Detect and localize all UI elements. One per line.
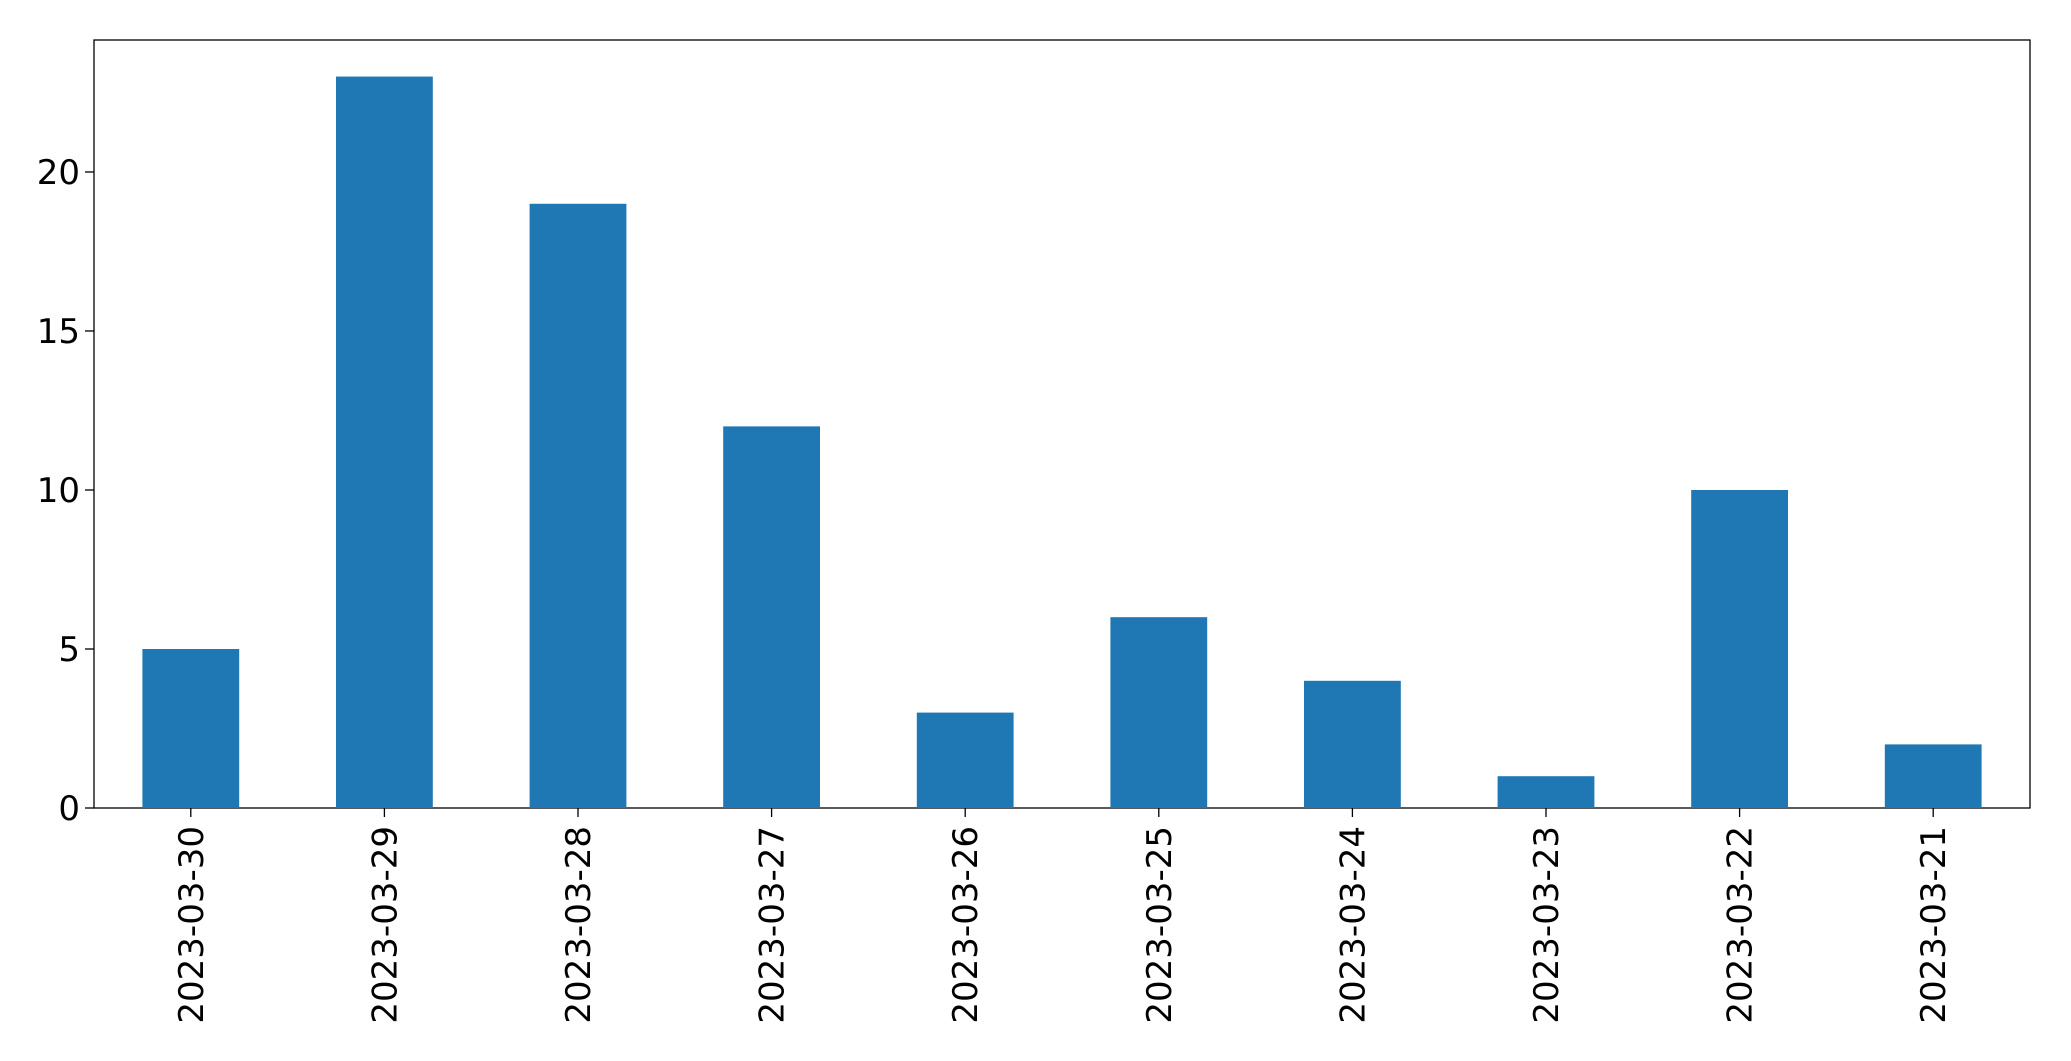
x-tick-label: 2023-03-28 (559, 826, 599, 1024)
x-tick-label: 2023-03-26 (946, 826, 986, 1024)
x-tick-label: 2023-03-24 (1333, 826, 1373, 1024)
x-tick-label: 2023-03-25 (1140, 826, 1180, 1024)
y-tick-label: 5 (58, 630, 80, 670)
y-tick-label: 0 (58, 789, 80, 829)
x-tick-label: 2023-03-23 (1527, 826, 1567, 1024)
bar (1110, 617, 1208, 808)
bar (723, 426, 820, 808)
bar (1884, 744, 1982, 808)
x-tick-label: 2023-03-30 (172, 826, 212, 1024)
y-tick-label: 20 (37, 153, 80, 193)
bar (529, 203, 627, 809)
bar (916, 712, 1014, 808)
y-tick-label: 15 (37, 312, 80, 352)
bar (336, 76, 433, 809)
x-tick-label: 2023-03-27 (753, 826, 793, 1024)
bar (142, 648, 240, 808)
bar (1691, 489, 1788, 808)
bar (1304, 680, 1401, 808)
y-tick-label: 10 (37, 471, 80, 511)
bar (1497, 776, 1595, 808)
plot-frame (93, 39, 2031, 809)
x-tick-label: 2023-03-29 (365, 826, 405, 1024)
x-tick-label: 2023-03-21 (1914, 826, 1954, 1024)
x-tick-label: 2023-03-22 (1721, 826, 1761, 1024)
